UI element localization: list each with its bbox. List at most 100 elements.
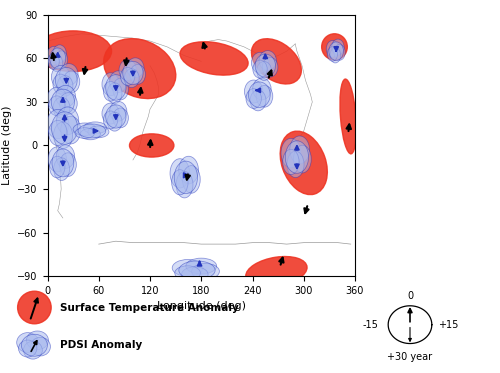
Ellipse shape <box>326 41 338 57</box>
Ellipse shape <box>53 74 68 94</box>
Ellipse shape <box>78 124 106 138</box>
Ellipse shape <box>182 166 200 193</box>
Ellipse shape <box>52 112 78 144</box>
Ellipse shape <box>60 153 76 176</box>
Ellipse shape <box>104 81 118 101</box>
Ellipse shape <box>102 73 119 96</box>
Ellipse shape <box>104 111 118 129</box>
Ellipse shape <box>60 93 77 115</box>
Ellipse shape <box>294 145 312 173</box>
Ellipse shape <box>259 51 276 70</box>
Ellipse shape <box>119 60 136 81</box>
Ellipse shape <box>16 333 38 352</box>
Ellipse shape <box>30 337 50 356</box>
Ellipse shape <box>50 48 66 69</box>
Ellipse shape <box>329 42 344 60</box>
Ellipse shape <box>102 103 119 124</box>
Ellipse shape <box>51 55 62 72</box>
Ellipse shape <box>63 71 80 93</box>
X-axis label: Longitude (deg): Longitude (deg) <box>157 301 246 311</box>
Ellipse shape <box>255 54 276 77</box>
Ellipse shape <box>281 138 300 167</box>
Ellipse shape <box>256 62 272 80</box>
Ellipse shape <box>106 105 126 128</box>
Ellipse shape <box>107 112 122 131</box>
Text: PDSI Anomaly: PDSI Anomaly <box>60 340 142 350</box>
Ellipse shape <box>328 47 338 61</box>
Ellipse shape <box>256 85 273 107</box>
Ellipse shape <box>80 128 100 140</box>
Text: -15: -15 <box>362 320 378 330</box>
Ellipse shape <box>73 123 96 135</box>
Ellipse shape <box>60 116 80 144</box>
Ellipse shape <box>334 44 345 60</box>
Ellipse shape <box>126 58 144 78</box>
Ellipse shape <box>130 134 174 157</box>
Ellipse shape <box>24 341 42 359</box>
Ellipse shape <box>56 51 68 69</box>
Ellipse shape <box>282 149 299 175</box>
Ellipse shape <box>56 145 74 169</box>
Ellipse shape <box>252 39 302 84</box>
Ellipse shape <box>84 122 107 134</box>
Ellipse shape <box>22 334 48 356</box>
Ellipse shape <box>179 261 215 279</box>
Ellipse shape <box>248 82 270 107</box>
Ellipse shape <box>56 85 76 107</box>
Ellipse shape <box>48 96 65 116</box>
Ellipse shape <box>48 147 66 172</box>
Ellipse shape <box>130 65 146 84</box>
Ellipse shape <box>182 267 208 282</box>
Ellipse shape <box>110 101 127 121</box>
Ellipse shape <box>46 109 69 139</box>
Ellipse shape <box>340 79 356 154</box>
Ellipse shape <box>246 89 262 109</box>
Ellipse shape <box>53 45 66 63</box>
Ellipse shape <box>26 331 48 350</box>
Y-axis label: Latitude (deg): Latitude (deg) <box>2 106 12 185</box>
Ellipse shape <box>175 266 201 280</box>
Ellipse shape <box>252 52 268 73</box>
Ellipse shape <box>60 64 78 85</box>
Ellipse shape <box>186 258 216 274</box>
Text: 0: 0 <box>407 291 413 301</box>
Ellipse shape <box>287 151 304 178</box>
Ellipse shape <box>290 136 310 164</box>
Ellipse shape <box>172 170 188 195</box>
Ellipse shape <box>54 158 70 181</box>
Ellipse shape <box>192 263 220 279</box>
Ellipse shape <box>53 97 70 118</box>
Ellipse shape <box>253 60 267 78</box>
Ellipse shape <box>56 107 78 135</box>
Ellipse shape <box>262 57 278 77</box>
Ellipse shape <box>48 120 67 145</box>
Ellipse shape <box>18 291 51 324</box>
Ellipse shape <box>170 159 190 188</box>
Ellipse shape <box>246 257 307 287</box>
Ellipse shape <box>52 149 74 177</box>
Text: +30 year: +30 year <box>388 352 432 362</box>
Ellipse shape <box>107 83 122 104</box>
Ellipse shape <box>124 69 139 88</box>
Ellipse shape <box>104 39 176 98</box>
Ellipse shape <box>113 108 128 128</box>
Ellipse shape <box>180 42 248 75</box>
Ellipse shape <box>179 156 199 184</box>
Ellipse shape <box>52 89 74 115</box>
Ellipse shape <box>172 260 203 276</box>
Ellipse shape <box>113 78 128 100</box>
Ellipse shape <box>176 172 193 198</box>
Ellipse shape <box>244 80 263 103</box>
Ellipse shape <box>174 161 198 194</box>
Ellipse shape <box>286 141 308 173</box>
Ellipse shape <box>50 156 65 178</box>
Ellipse shape <box>250 90 266 111</box>
Ellipse shape <box>110 71 127 93</box>
Ellipse shape <box>332 39 344 55</box>
Ellipse shape <box>47 46 60 65</box>
Ellipse shape <box>48 53 60 70</box>
Ellipse shape <box>120 68 135 85</box>
Text: Surface Temperature Anomaly: Surface Temperature Anomaly <box>60 303 239 313</box>
Text: +15: +15 <box>438 320 458 330</box>
Ellipse shape <box>34 31 112 72</box>
